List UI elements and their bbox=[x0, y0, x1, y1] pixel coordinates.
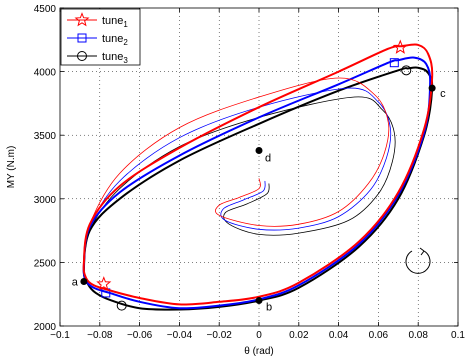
legend-swatch-marker bbox=[77, 33, 87, 43]
series-2-marker bbox=[389, 58, 399, 68]
legend-entry-label: tune1 bbox=[102, 15, 128, 29]
x-tick-label: −0.02 bbox=[207, 330, 233, 341]
x-tick-label: −0.08 bbox=[87, 330, 113, 341]
y-tick-label: 3000 bbox=[34, 195, 57, 206]
series-1 bbox=[82, 39, 434, 306]
series-3-transient-line bbox=[83, 96, 396, 271]
x-tick-label: 0.1 bbox=[451, 330, 465, 341]
y-tick-label: 2000 bbox=[34, 322, 57, 333]
point-b-label: b bbox=[266, 302, 272, 314]
series-3-marker bbox=[116, 300, 127, 311]
legend-entry-label: tune3 bbox=[102, 51, 128, 65]
legend: tune1 tune2 tune3 bbox=[60, 8, 141, 66]
series-1-loop-line bbox=[82, 43, 434, 306]
point-a-label: a bbox=[72, 276, 79, 288]
series-2 bbox=[82, 56, 432, 310]
x-tick-label: 0.08 bbox=[408, 330, 428, 341]
x-tick-label: 0.02 bbox=[289, 330, 309, 341]
series-1-marker bbox=[392, 39, 408, 54]
legend-entry-label: tune2 bbox=[102, 33, 128, 47]
x-axis-label: θ (rad) bbox=[244, 346, 273, 357]
x-tick-label: 0.06 bbox=[369, 330, 389, 341]
series-1-transient-line bbox=[83, 77, 390, 263]
x-tick-label: −0.1 bbox=[50, 330, 70, 341]
series-3-marker bbox=[401, 65, 412, 76]
y-tick-label: 2500 bbox=[34, 258, 57, 269]
point-b-dot bbox=[255, 297, 263, 305]
point-d-dot bbox=[255, 146, 263, 154]
legend-swatch-marker bbox=[74, 12, 90, 27]
legend-box bbox=[60, 8, 141, 66]
y-tick-label: 4000 bbox=[34, 68, 57, 79]
series-1-marker bbox=[96, 276, 112, 291]
y-axis-label: MY (N.m) bbox=[6, 146, 17, 189]
series-2-loop-line bbox=[82, 56, 432, 310]
x-tick-label: −0.04 bbox=[167, 330, 193, 341]
ticks-layer: −0.1 −0.08 −0.06 −0.04 −0.02 0 0.02 0.04 0.06 0.0… bbox=[34, 4, 465, 341]
x-tick-label: 0.04 bbox=[329, 330, 349, 341]
series-2-transient-line bbox=[83, 87, 392, 265]
legend-swatch-marker bbox=[77, 51, 87, 61]
point-d-label: d bbox=[265, 152, 271, 164]
y-tick-label: 3500 bbox=[34, 131, 57, 142]
point-c-label: c bbox=[440, 88, 446, 100]
point-c-dot bbox=[428, 84, 436, 92]
x-tick-label: 0 bbox=[256, 330, 262, 341]
series-layer bbox=[82, 39, 434, 311]
rotation-direction-icon bbox=[405, 247, 431, 274]
x-tick-label: −0.06 bbox=[127, 330, 153, 341]
y-tick-label: 4500 bbox=[34, 4, 57, 15]
point-a-dot bbox=[80, 277, 88, 285]
annotated-points: a b c d bbox=[72, 84, 446, 314]
